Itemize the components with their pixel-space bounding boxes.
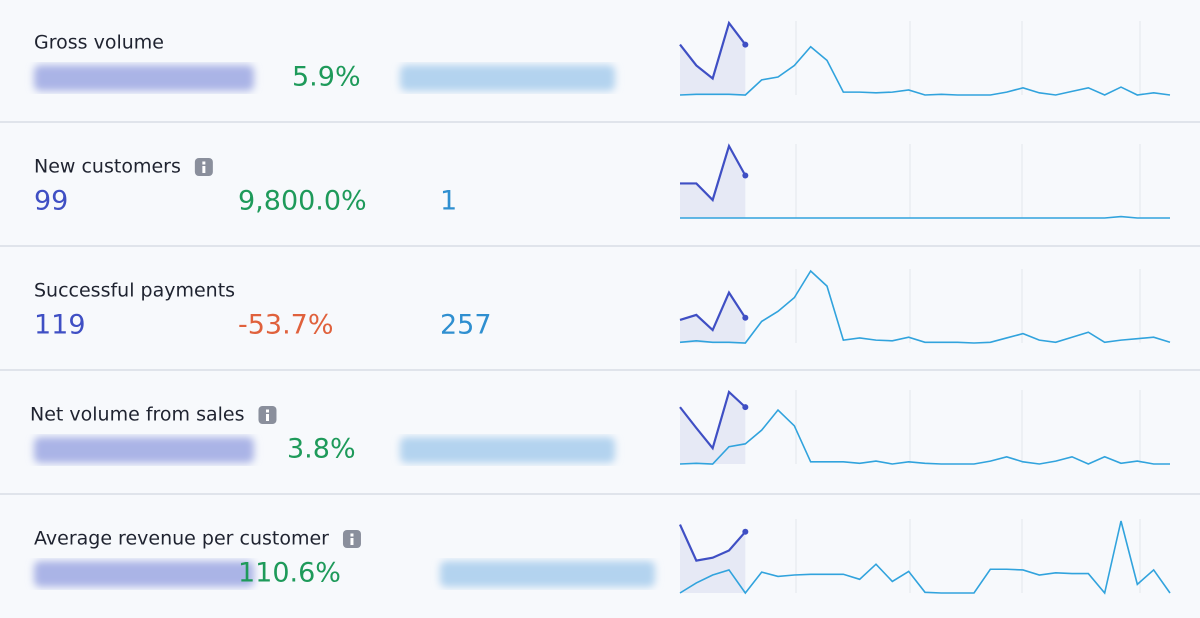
info-dot [350,533,354,537]
current-line [679,389,747,451]
metric-label: Net volume from sales [30,404,244,426]
previous-line [679,269,1171,344]
current-line [678,524,747,562]
metric-label: Average revenue per customer [34,528,329,550]
current-end-dot [742,172,749,179]
previous-line [679,45,1171,96]
info-icon [342,530,361,548]
metric-change: 110.6% [238,558,341,589]
current-area [680,23,746,95]
blurred-previous [440,561,655,587]
metric-change: -53.7% [238,310,334,341]
metric-value: 119 [34,310,86,341]
current-end-dot [742,41,749,48]
info-stem [350,538,354,545]
blurred-value [34,561,254,587]
current-end-dot [742,528,749,535]
current-end-dot [742,404,749,411]
blurred-previous [400,65,615,91]
info-icon [258,406,277,424]
current-area [680,292,746,343]
info-dot [265,409,269,413]
previous-line [679,520,1171,595]
metric-change: 3.8% [287,434,356,465]
info-stem [265,414,269,421]
previous-line [680,215,1170,219]
info-stem [202,166,206,173]
current-line [680,143,747,203]
current-line [679,290,747,332]
metric-change: 9,800.0% [238,186,367,217]
metric-label: Successful payments [34,280,235,302]
info-dot [202,161,206,165]
current-end-dot [742,314,749,321]
info-icon [194,158,213,176]
metric-previous: 1 [440,186,457,217]
current-area [680,146,746,218]
current-line [679,20,747,81]
previous-line [679,408,1170,465]
metric-label: New customers [34,156,181,178]
blurred-previous [400,437,615,463]
metric-previous: 257 [440,310,492,341]
blurred-value [34,65,254,91]
metric-change: 5.9% [292,62,361,93]
blurred-value [34,437,254,463]
metric-value: 99 [34,186,68,217]
metric-label: Gross volume [34,32,164,54]
